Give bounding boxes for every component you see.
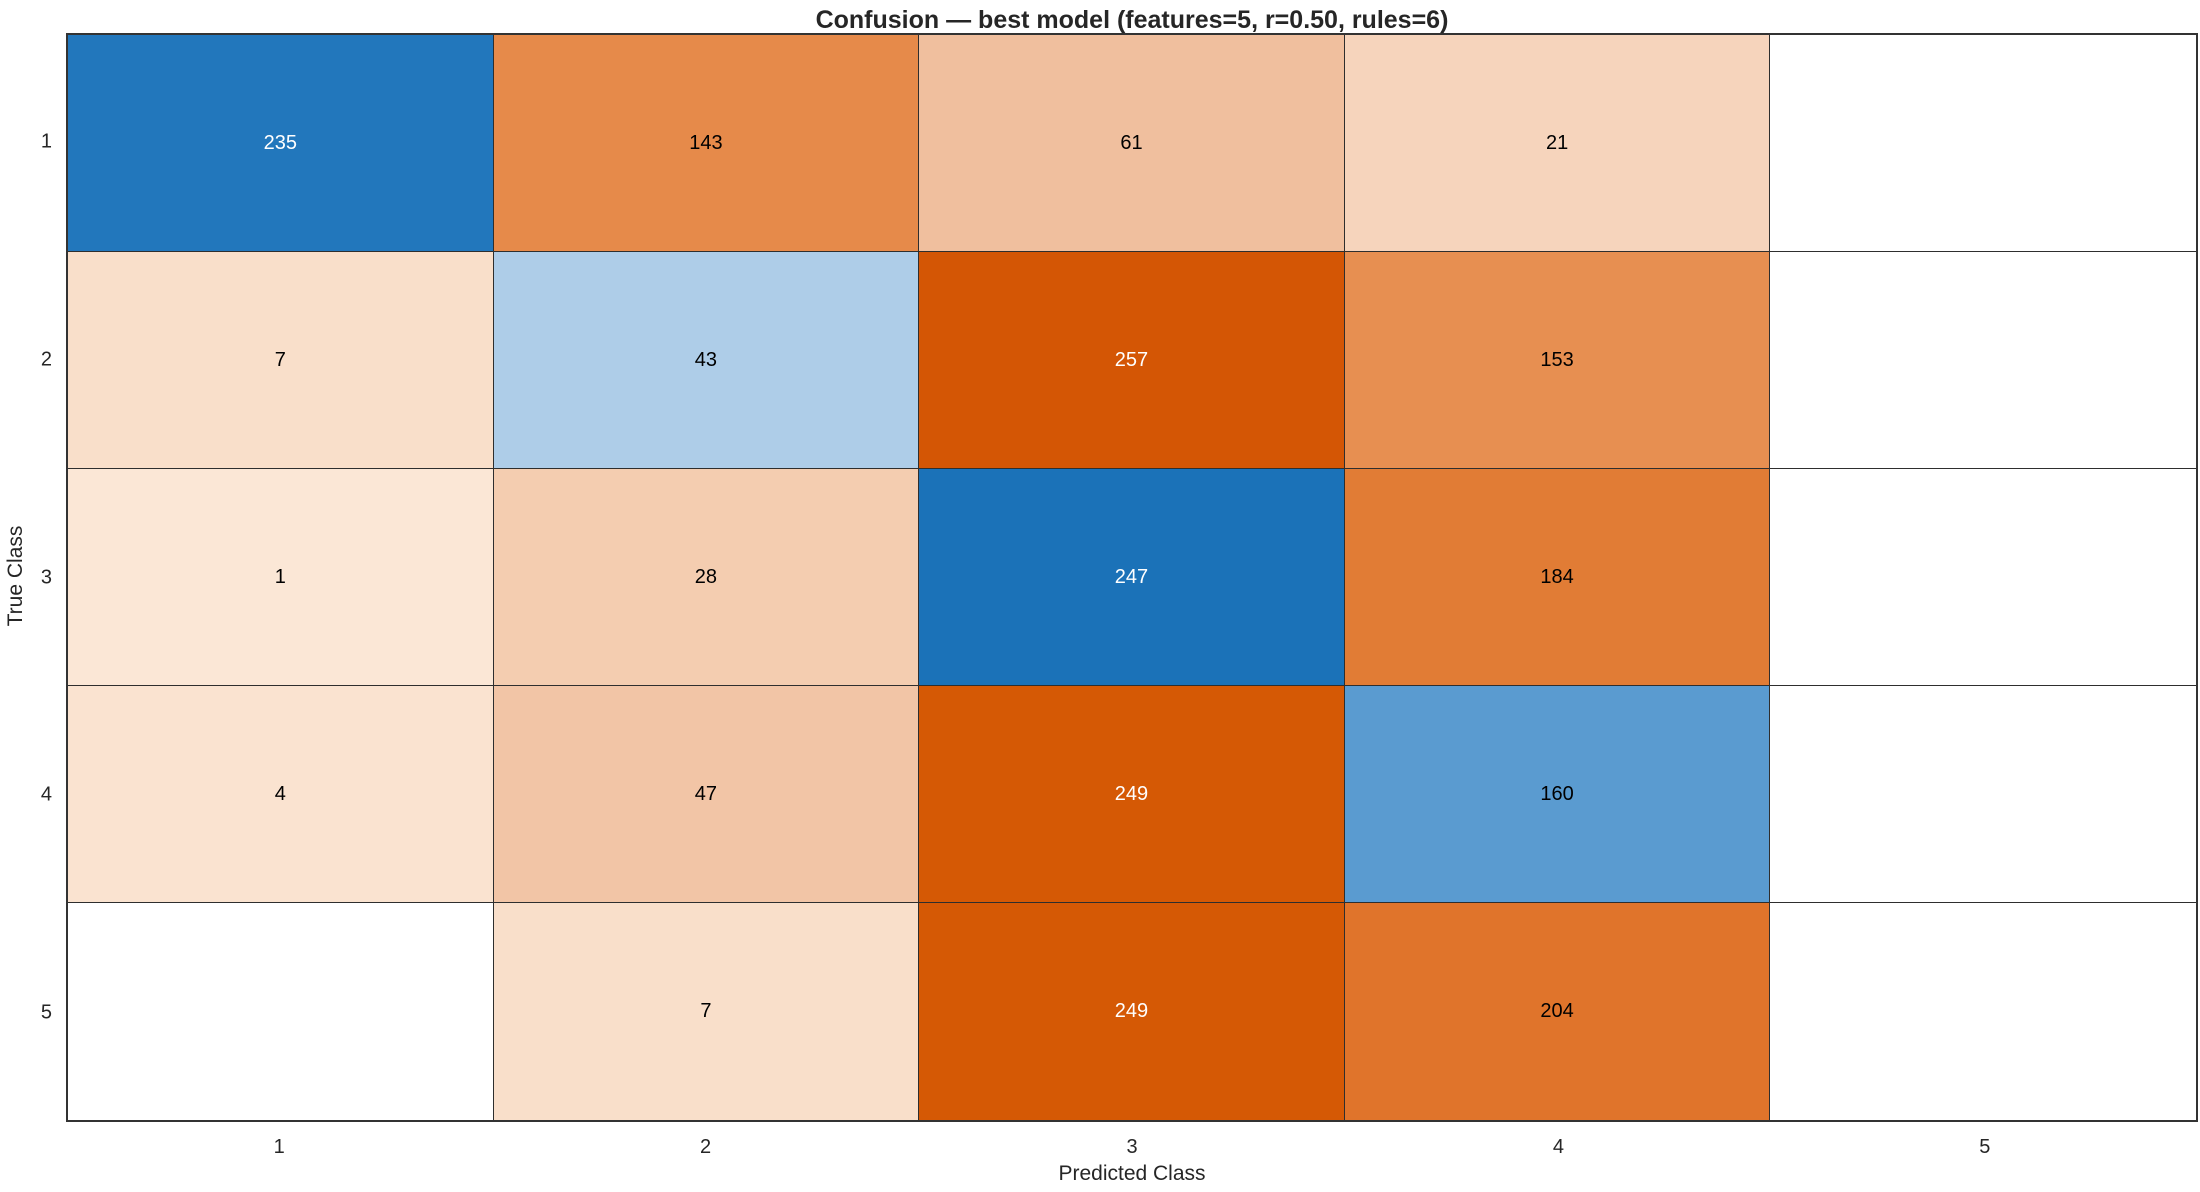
matrix-cell-r3-c5	[1770, 469, 2196, 686]
x-tick-label-3: 3	[1126, 1136, 1138, 1158]
matrix-cell-r4-c5	[1770, 686, 2196, 903]
matrix-cell-r1-c5	[1770, 35, 2196, 252]
matrix-cell-value: 1	[274, 565, 286, 588]
x-tick-label-4: 4	[1552, 1136, 1564, 1158]
matrix-cell-value: 160	[1540, 782, 1574, 805]
matrix-cell-value: 7	[274, 348, 286, 371]
matrix-cell-r5-c1	[68, 903, 494, 1120]
matrix-cell-value: 249	[1114, 1000, 1149, 1022]
matrix-cell-r4-c3: 249	[919, 686, 1345, 903]
matrix-cell-r2-c2: 43	[493, 252, 920, 469]
matrix-cell-value: 235	[263, 131, 297, 154]
matrix-cell-r4-c4: 160	[1344, 686, 1771, 903]
matrix-cell-r5-c5	[1770, 903, 2196, 1120]
matrix-cell-r2-c4: 153	[1344, 252, 1771, 469]
matrix-cell-r1-c4: 21	[1344, 35, 1771, 252]
matrix-cell-r2-c1: 7	[68, 252, 494, 469]
y-tick-label-4: 4	[40, 783, 52, 806]
y-tick-label-3: 3	[40, 566, 52, 588]
matrix-cell-value: 28	[694, 565, 718, 588]
matrix-cell-r4-c2: 47	[493, 686, 920, 903]
matrix-plot-area: 235 143 61 21 7 43 257 153 1 28 247 184 4 47 249 160 7 24…	[66, 33, 2198, 1122]
matrix-cell-r3-c1: 1	[68, 469, 494, 686]
y-tick-label-2: 2	[40, 348, 52, 371]
matrix-cell-r3-c3: 247	[919, 469, 1345, 686]
matrix-cell-r1-c1: 235	[68, 35, 494, 252]
matrix-cell-value: 61	[1120, 131, 1143, 154]
x-tick-label-2: 2	[700, 1136, 712, 1158]
matrix-cell-value: 47	[694, 782, 718, 805]
matrix-cell-value: 249	[1114, 782, 1149, 805]
matrix-cell-value: 4	[274, 782, 286, 805]
y-tick-label-5: 5	[40, 1001, 52, 1024]
matrix-cell-value: 143	[689, 131, 723, 154]
matrix-cell-r2-c3: 257	[919, 252, 1345, 469]
y-tick-label-1: 1	[40, 130, 52, 153]
matrix-cell-value: 153	[1540, 348, 1574, 371]
matrix-cell-r1-c3: 61	[919, 35, 1345, 252]
matrix-cell-r3-c4: 184	[1344, 469, 1771, 686]
matrix-cell-r5-c2: 7	[493, 903, 920, 1120]
matrix-cell-value: 247	[1114, 565, 1149, 588]
x-tick-label-1: 1	[273, 1136, 285, 1158]
x-axis-label: Predicted Class	[1058, 1162, 1206, 1185]
matrix-cell-r5-c4: 204	[1344, 903, 1771, 1120]
matrix-cell-value: 7	[700, 1000, 712, 1022]
matrix-cell-value: 204	[1540, 1000, 1574, 1022]
matrix-cell-value: 43	[694, 348, 718, 371]
matrix-cell-value: 184	[1540, 565, 1574, 588]
matrix-cell-r4-c1: 4	[68, 686, 494, 903]
matrix-cell-r5-c3: 249	[919, 903, 1345, 1120]
y-axis-label: True Class	[4, 525, 27, 626]
matrix-cell-r1-c2: 143	[493, 35, 920, 252]
matrix-cell-value: 257	[1114, 348, 1149, 371]
x-tick-label-5: 5	[1979, 1136, 1991, 1158]
matrix-cell-r2-c5	[1770, 252, 2196, 469]
matrix-cell-r3-c2: 28	[493, 469, 920, 686]
chart-title: Confusion — best model (features=5, r=0.…	[815, 6, 1449, 34]
matrix-cell-value: 21	[1545, 131, 1569, 154]
